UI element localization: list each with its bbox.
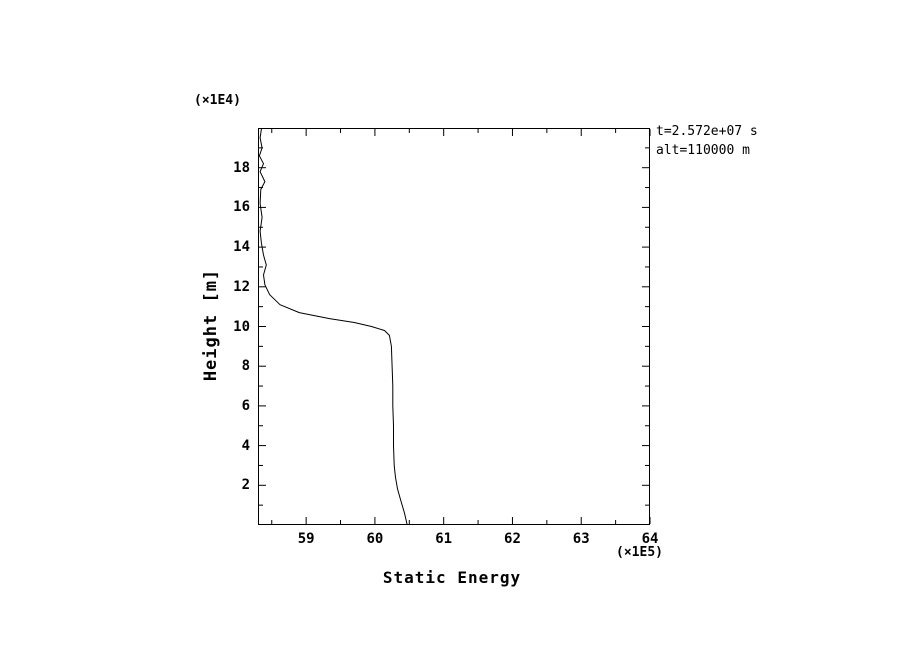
y-tick-label: 4 xyxy=(241,437,250,454)
y-tick-label: 8 xyxy=(241,358,250,375)
y-tick-label: 14 xyxy=(233,239,250,256)
x-tick-label: 60 xyxy=(366,531,384,547)
chart-canvas xyxy=(258,128,651,526)
y-tick-label: 12 xyxy=(233,278,250,295)
x-tick-label: 59 xyxy=(297,531,315,547)
y-axis-label: Height [m] xyxy=(201,268,221,382)
y-tick-label: 6 xyxy=(241,397,250,414)
x-tick-label: 63 xyxy=(572,531,590,547)
x-axis-label: Static Energy xyxy=(382,568,522,587)
plot-area xyxy=(258,128,651,526)
y-tick-label: 2 xyxy=(241,477,250,494)
y-tick-label: 10 xyxy=(233,318,250,335)
x-tick-label: 61 xyxy=(435,531,453,547)
y-axis-unit-label: (×1E4) xyxy=(194,93,241,108)
data-line xyxy=(258,128,408,526)
annotation-altitude: alt=110000 m xyxy=(656,143,750,158)
x-tick-label: 62 xyxy=(504,531,521,547)
x-tick-label: 64 xyxy=(641,531,659,547)
y-tick-label: 18 xyxy=(233,159,250,176)
annotation-time: t=2.572e+07 s xyxy=(656,124,758,139)
y-tick-label: 16 xyxy=(233,199,250,216)
x-axis-unit-label: (×1E5) xyxy=(616,545,663,560)
